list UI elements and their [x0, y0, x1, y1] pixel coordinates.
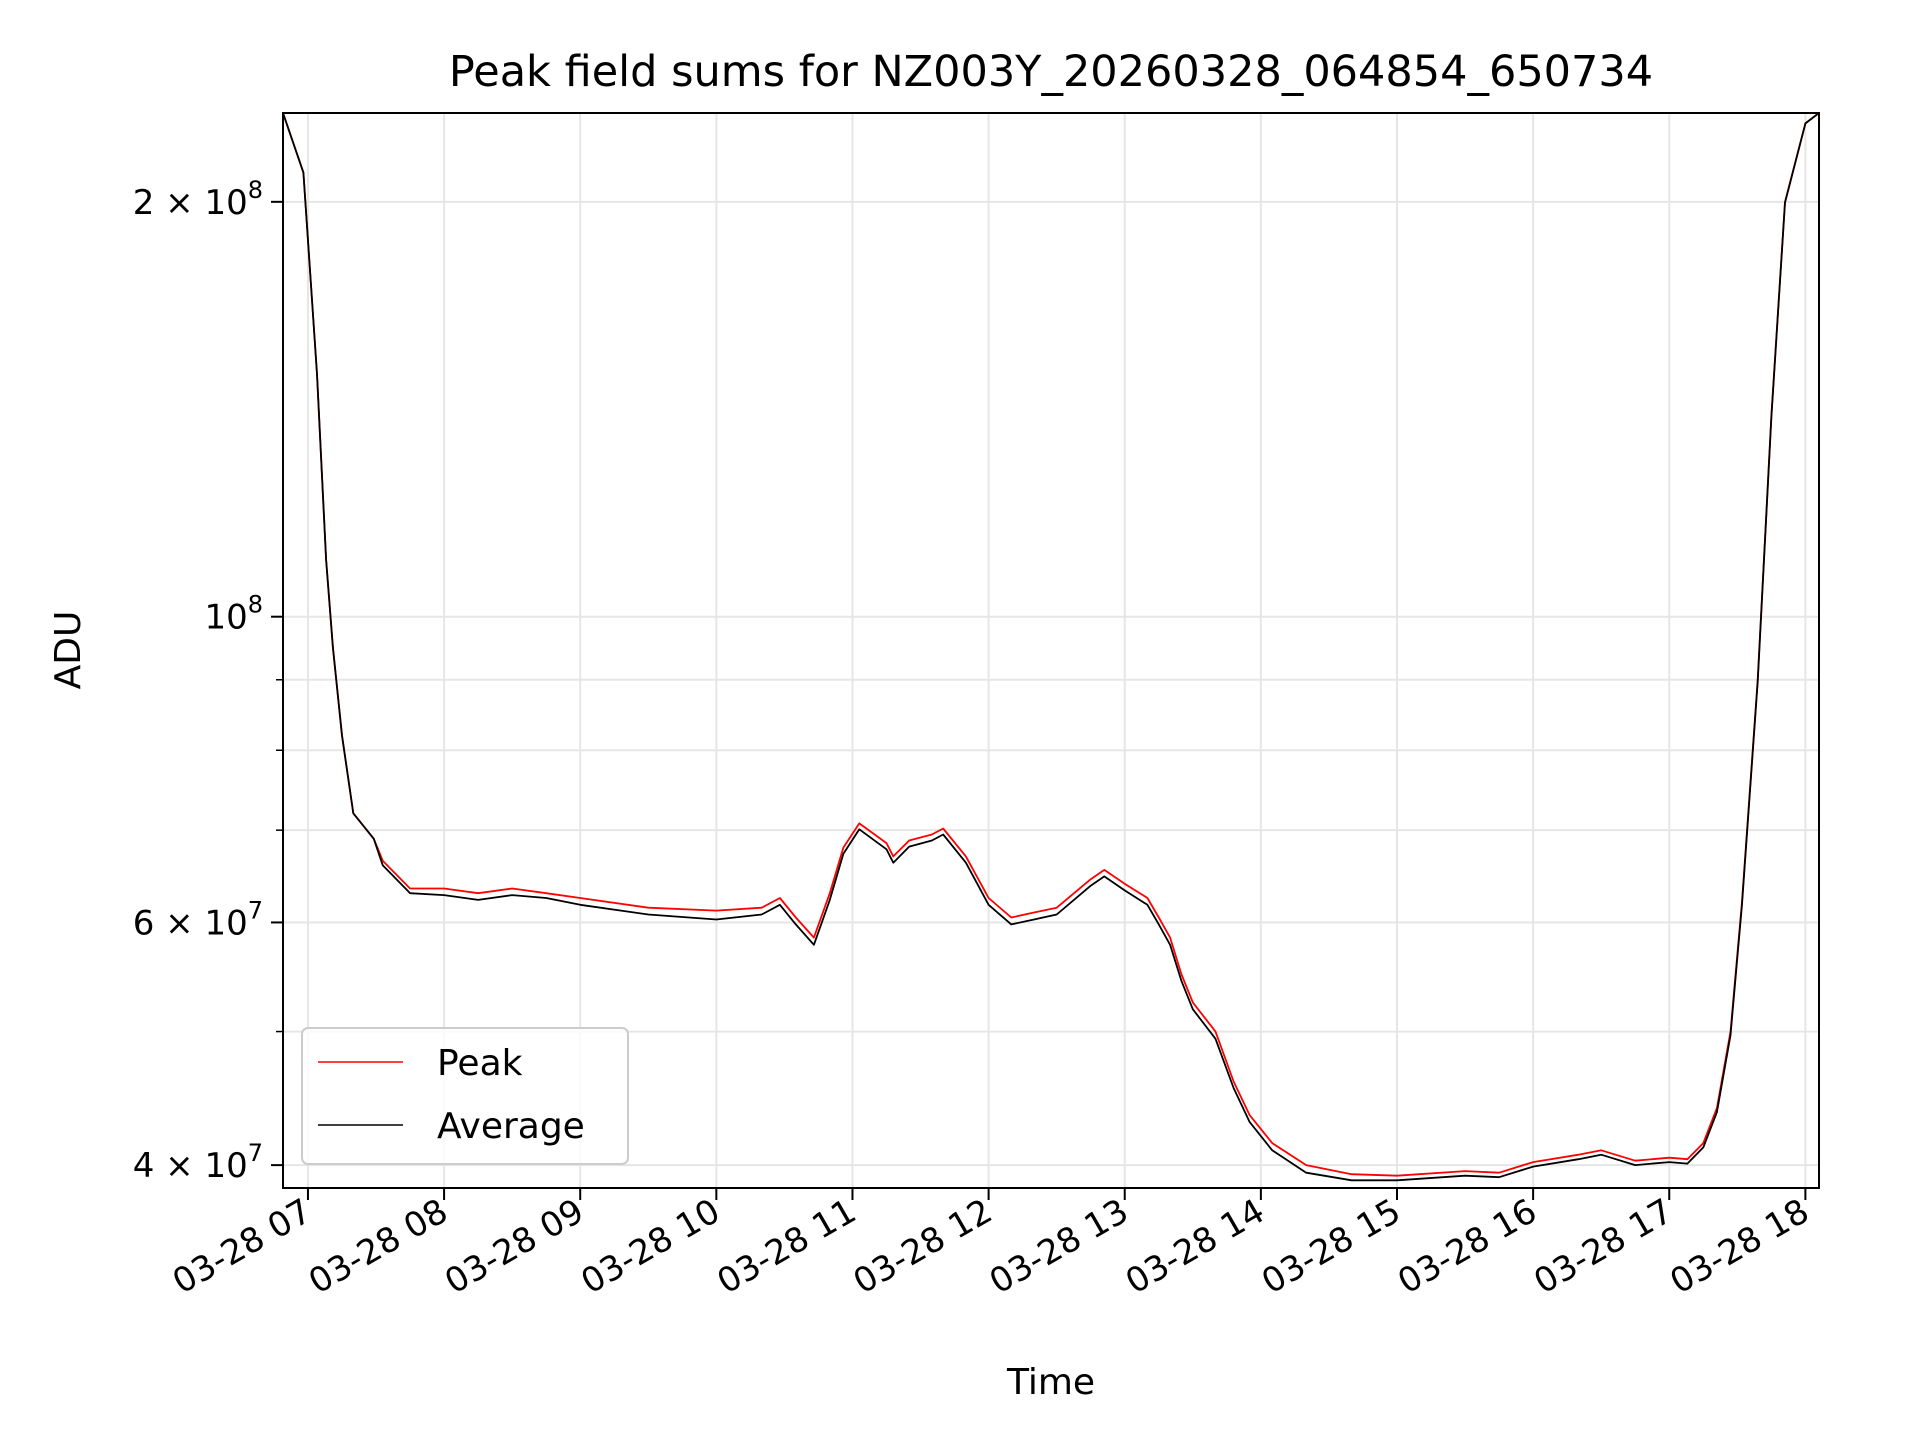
plot-area: [283, 113, 1819, 1182]
y-tick-label-exponent: 7: [248, 896, 263, 924]
series-layer: [283, 113, 1819, 1182]
y-tick-label-exponent: 7: [248, 1139, 263, 1167]
grid: [283, 113, 1819, 1188]
y-tick-label-exponent: 8: [248, 176, 263, 204]
legend: Peak Average: [301, 1027, 629, 1165]
series-peak-line: [283, 113, 1819, 1177]
x-axis-label: Time: [1006, 1362, 1095, 1403]
chart-title: Peak field sums for NZ003Y_20260328_0648…: [449, 47, 1653, 97]
series-average-line: [283, 113, 1819, 1182]
y-tick-label-exponent: 8: [248, 591, 263, 619]
legend-average-label: Average: [437, 1106, 585, 1147]
y-tick-label-base: 10: [204, 598, 247, 638]
y-tick-label-base: 4 × 10: [133, 1146, 248, 1186]
plot-frame: [282, 112, 1820, 1189]
legend-peak-label: Peak: [437, 1043, 523, 1084]
y-tick-label: 108: [204, 591, 263, 638]
y-axis-label: ADU: [48, 611, 89, 690]
y-tick-label: 2 × 108: [133, 176, 263, 223]
y-tick-label-base: 2 × 10: [133, 183, 248, 223]
y-tick-label: 4 × 107: [133, 1139, 263, 1186]
y-tick-label: 6 × 107: [133, 896, 263, 943]
y-tick-label-base: 6 × 10: [133, 903, 248, 943]
